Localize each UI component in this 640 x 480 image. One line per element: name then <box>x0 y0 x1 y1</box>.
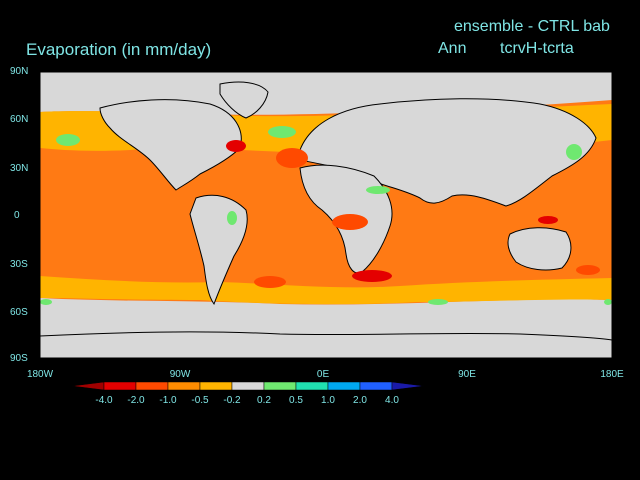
colorbar-swatch <box>327 381 361 391</box>
subpolar-green-patch <box>268 126 296 138</box>
agulhas-hotspot <box>352 270 392 282</box>
colorbar-swatch <box>167 381 201 391</box>
lat-label-90n: 90N <box>10 66 29 77</box>
lon-label-180w: 180W <box>26 369 54 380</box>
antarctic-neutral-region <box>40 298 612 358</box>
experiment-label: tcrvH-tcrta <box>500 40 574 57</box>
colorbar-swatch <box>103 381 137 391</box>
lon-label-90e: 90E <box>458 369 476 380</box>
lat-label-60n: 60N <box>10 114 29 125</box>
colorbar-label: 0.5 <box>289 395 303 406</box>
southern-ocean-green-patch-mid <box>428 299 448 305</box>
southern-ocean-green-patch-west <box>40 299 52 305</box>
map-frame <box>39 71 613 359</box>
colorbar <box>71 381 425 391</box>
colorbar-label: 0.2 <box>257 395 271 406</box>
indonesia-hotspot <box>538 216 558 224</box>
colorbar-label: -2.0 <box>127 395 145 406</box>
colorbar-swatch <box>199 381 233 391</box>
north-pacific-green-patch <box>56 134 80 146</box>
lat-label-30s: 30S <box>10 259 28 270</box>
colorbar-label: 4.0 <box>385 395 399 406</box>
colorbar-swatch <box>263 381 297 391</box>
antarctica-coastline <box>39 331 613 341</box>
colorbar-swatch <box>391 381 425 391</box>
southern-fringe-band <box>40 276 612 305</box>
sahara-green-patch <box>366 186 390 194</box>
colorbar-swatch <box>295 381 329 391</box>
gulf-stream-hotspot <box>226 140 246 152</box>
greenland-land <box>219 81 269 119</box>
north-america-land <box>99 99 242 191</box>
colorbar-label: 2.0 <box>353 395 367 406</box>
lon-label-180e: 180E <box>600 369 624 380</box>
south-atlantic-hotspot <box>254 276 286 288</box>
lon-label-0e: 0E <box>316 369 330 380</box>
east-asia-green-patch <box>566 144 582 160</box>
lat-label-60s: 60S <box>10 307 28 318</box>
tasman-hotspot <box>576 265 600 275</box>
lat-label-30n: 30N <box>10 163 29 174</box>
colorbar-label: -0.5 <box>191 395 209 406</box>
colorbar-label: -0.2 <box>223 395 241 406</box>
colorbar-swatch <box>135 381 169 391</box>
map-title: Evaporation (in mm/day) <box>26 40 212 59</box>
lon-label-90w: 90W <box>169 369 191 380</box>
colorbar-swatch <box>71 381 105 391</box>
ensemble-label: ensemble - CTRL bab <box>454 18 610 35</box>
colorbar-label: -1.0 <box>159 395 177 406</box>
australia-land <box>507 227 572 271</box>
colorbar-label: 1.0 <box>321 395 335 406</box>
season-label: Ann <box>438 40 467 57</box>
north-atlantic-hotspot <box>276 148 308 168</box>
amazon-green-patch <box>227 211 237 225</box>
colorbar-label: -4.0 <box>95 395 113 406</box>
gulf-of-guinea-hotspot <box>332 214 368 230</box>
colorbar-swatch <box>359 381 393 391</box>
colorbar-swatch <box>231 381 265 391</box>
southern-ocean-green-patch-east <box>604 299 612 305</box>
lat-label-0: 0 <box>14 210 20 221</box>
lat-label-90s: 90S <box>10 353 28 364</box>
